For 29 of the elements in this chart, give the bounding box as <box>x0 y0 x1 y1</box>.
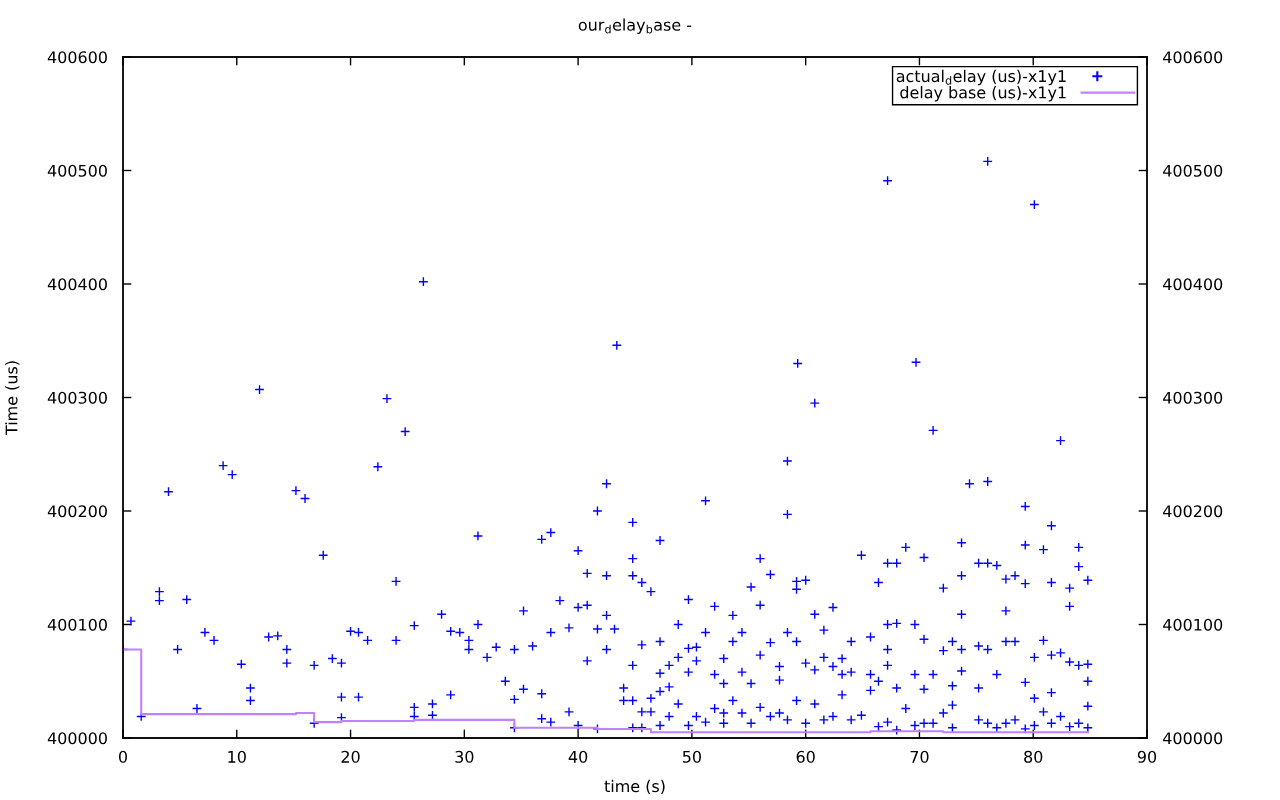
y2-tick-label: 400200 <box>1163 505 1223 518</box>
y-tick-label: 400000 <box>47 732 107 745</box>
y-axis-title: Time (us) <box>5 361 20 436</box>
y-tick-label: 400100 <box>47 618 107 631</box>
x-tick-label: 40 <box>568 750 588 763</box>
x-tick-label: 80 <box>1024 750 1043 763</box>
y-tick-label: 400400 <box>47 278 107 291</box>
x-tick-label: 60 <box>796 750 815 763</box>
chart-title: our$_{d}$elay$_{b}$ase - <box>578 18 692 34</box>
y2-tick-label: 400400 <box>1163 278 1223 291</box>
legend-label: delay base (us)-x1y1 <box>900 86 1066 102</box>
x-tick-label: 10 <box>228 750 246 763</box>
x-tick-label: 30 <box>455 750 474 763</box>
y-tick-label: 400500 <box>47 164 107 177</box>
x-axis-title: time (s) <box>604 779 665 795</box>
x-tick-label: 70 <box>910 750 929 763</box>
y2-tick-label: 400500 <box>1163 164 1223 177</box>
x-tick-label: 20 <box>341 750 360 763</box>
y2-tick-label: 400600 <box>1163 51 1223 64</box>
y-tick-label: 400200 <box>47 505 107 518</box>
y2-tick-label: 400300 <box>1163 391 1223 404</box>
x-tick-label: 50 <box>682 750 701 763</box>
y-tick-label: 400300 <box>47 391 107 404</box>
y2-tick-label: 400100 <box>1163 618 1223 631</box>
x-tick-label: 0 <box>118 750 128 763</box>
y2-tick-label: 400000 <box>1163 732 1223 745</box>
legend-label: actual$_{d}$elay (us)-x1y1 <box>896 69 1066 86</box>
y-tick-label: 400600 <box>47 51 107 64</box>
x-tick-label: 90 <box>1137 750 1157 763</box>
